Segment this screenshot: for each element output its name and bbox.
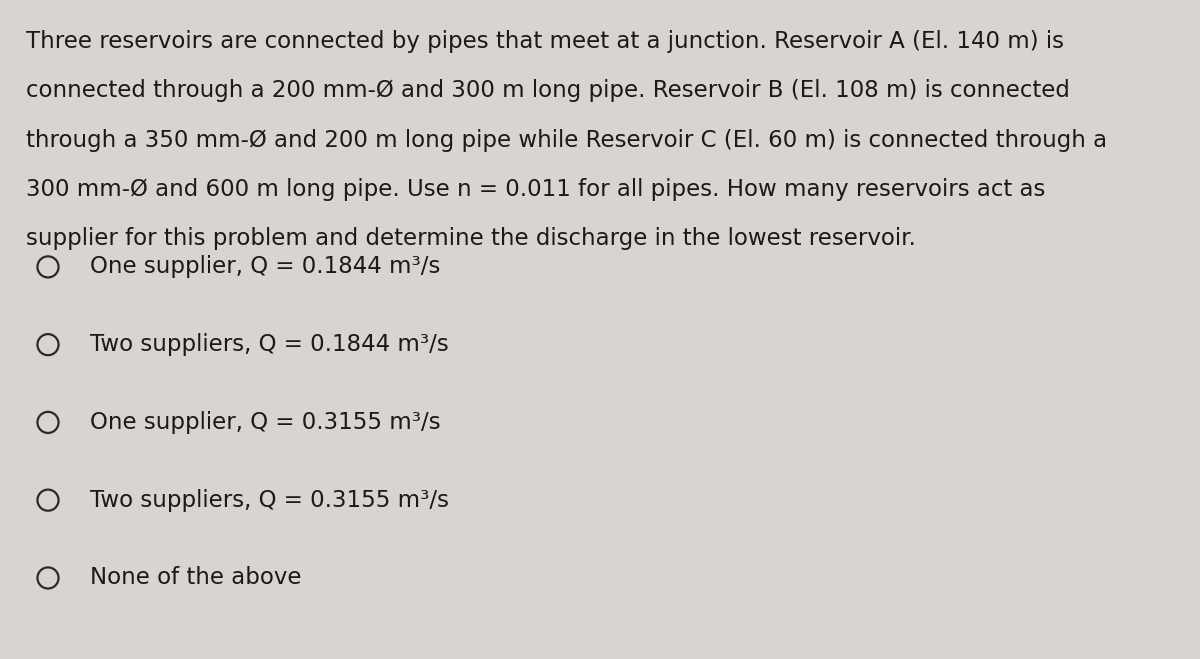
- Text: Two suppliers, Q = 0.3155 m³/s: Two suppliers, Q = 0.3155 m³/s: [90, 489, 449, 511]
- Text: Three reservoirs are connected by pipes that meet at a junction. Reservoir A (El: Three reservoirs are connected by pipes …: [26, 30, 1064, 53]
- Text: connected through a 200 mm-Ø and 300 m long pipe. Reservoir B (El. 108 m) is con: connected through a 200 mm-Ø and 300 m l…: [26, 79, 1070, 102]
- Text: supplier for this problem and determine the discharge in the lowest reservoir.: supplier for this problem and determine …: [26, 227, 917, 250]
- Text: None of the above: None of the above: [90, 567, 301, 589]
- Text: One supplier, Q = 0.1844 m³/s: One supplier, Q = 0.1844 m³/s: [90, 256, 440, 278]
- Text: through a 350 mm-Ø and 200 m long pipe while Reservoir C (El. 60 m) is connected: through a 350 mm-Ø and 200 m long pipe w…: [26, 129, 1108, 152]
- Text: Two suppliers, Q = 0.1844 m³/s: Two suppliers, Q = 0.1844 m³/s: [90, 333, 449, 356]
- Text: 300 mm-Ø and 600 m long pipe. Use n = 0.011 for all pipes. How many reservoirs a: 300 mm-Ø and 600 m long pipe. Use n = 0.…: [26, 178, 1045, 201]
- Text: One supplier, Q = 0.3155 m³/s: One supplier, Q = 0.3155 m³/s: [90, 411, 440, 434]
